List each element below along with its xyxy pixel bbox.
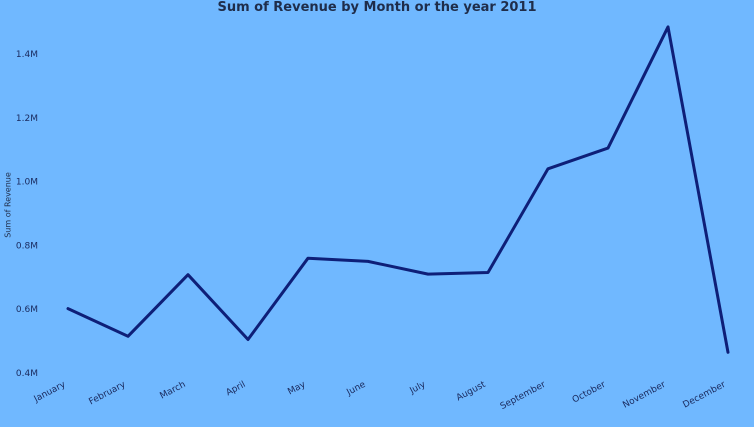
chart-title: Sum of Revenue by Month or the year 2011 [217,0,537,15]
data-point[interactable] [244,336,252,344]
x-tick-label: October [571,380,608,406]
data-point[interactable] [364,257,372,265]
x-tick-label: June [345,380,368,399]
x-tick-label: December [682,380,728,411]
y-tick-label: 1.2M [16,114,38,124]
data-point[interactable] [724,348,732,356]
y-axis-ticks: 0.4M 0.6M 0.8M 1.0M 1.2M 1.4M [16,50,38,379]
series-line [66,25,730,354]
x-tick-label: April [225,380,248,398]
x-axis-ticks: January February March April May June July Augu… [32,380,728,413]
data-point[interactable] [484,269,492,277]
data-point[interactable] [544,165,552,173]
x-tick-label: May [286,380,308,398]
data-point[interactable] [424,270,432,278]
data-point[interactable] [304,254,312,262]
y-tick-label: 1.4M [16,50,38,60]
x-tick-label: July [408,380,428,397]
data-point[interactable] [664,23,672,31]
data-point[interactable] [184,271,192,279]
x-tick-label: September [499,380,548,412]
y-tick-label: 1.0M [16,178,38,188]
x-tick-label: August [455,380,488,404]
data-point[interactable] [124,332,132,340]
y-tick-label: 0.6M [16,305,38,315]
x-tick-label: November [621,380,667,411]
data-point[interactable] [604,144,612,152]
x-tick-label: February [87,380,128,408]
data-point[interactable] [64,305,72,313]
series-group [64,23,732,356]
x-tick-label: March [158,380,187,402]
y-tick-label: 0.8M [16,241,38,251]
y-tick-label: 0.4M [16,369,38,379]
x-tick-label: January [32,380,68,406]
